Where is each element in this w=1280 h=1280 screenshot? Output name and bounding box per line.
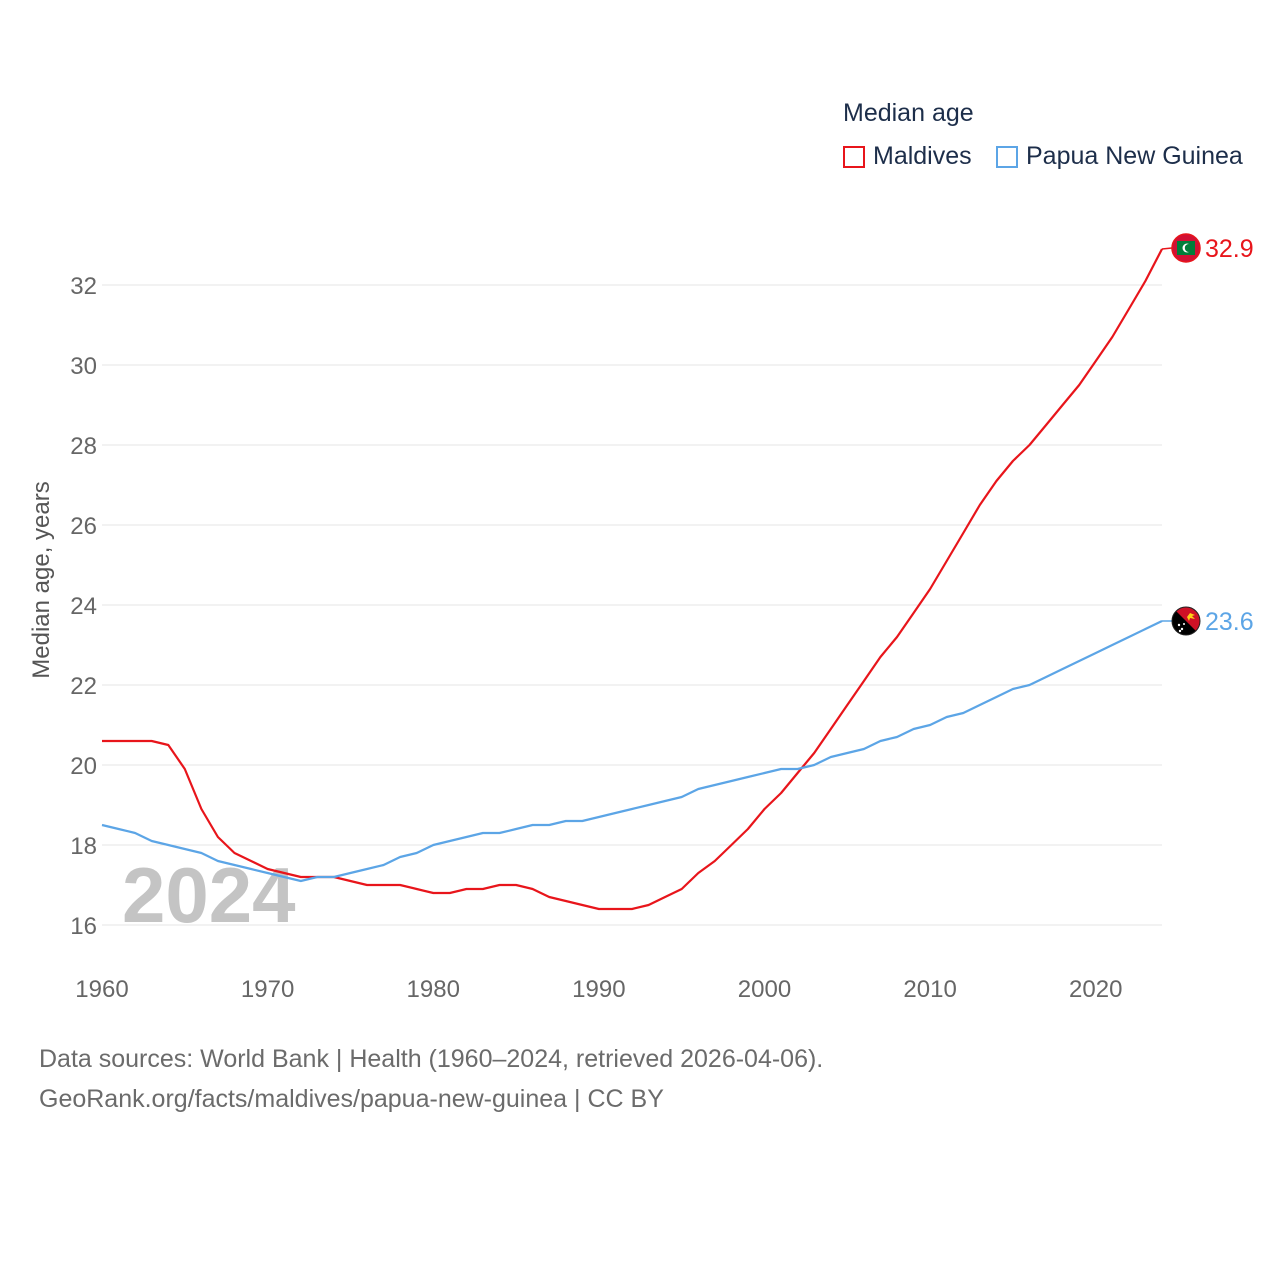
y-tick-label: 24 <box>70 593 97 620</box>
year-watermark: 2024 <box>122 851 296 939</box>
x-tick-label: 2020 <box>1069 976 1122 1003</box>
maldives-flag-icon <box>1171 233 1201 263</box>
series-line-maldives <box>102 248 1163 911</box>
y-tick-label: 22 <box>70 673 97 700</box>
legend-item-papua-new-guinea[interactable]: Papua New Guinea <box>996 142 1243 171</box>
x-tick-label: 1990 <box>572 976 625 1003</box>
y-tick-label: 20 <box>70 753 97 780</box>
legend-label-papua-new-guinea: Papua New Guinea <box>1026 142 1243 170</box>
y-tick-label: 16 <box>70 913 97 940</box>
legend-label-maldives: Maldives <box>873 142 972 170</box>
legend-swatch-maldives <box>843 145 865 168</box>
papua-new-guinea-flag-icon <box>1171 606 1201 636</box>
x-tick-label: 1980 <box>407 976 460 1003</box>
source-line-1: Data sources: World Bank | Health (1960–… <box>39 1045 824 1073</box>
end-value-label-papua-new-guinea: 23.6 <box>1205 608 1254 636</box>
y-tick-label: 28 <box>70 433 97 460</box>
end-value-label-maldives: 32.9 <box>1205 235 1254 263</box>
series-line-papua-new-guinea <box>101 620 1163 883</box>
x-tick-label: 2010 <box>903 976 956 1003</box>
y-tick-label: 26 <box>70 513 97 540</box>
x-tick-label: 2000 <box>738 976 791 1003</box>
source-line-2[interactable]: GeoRank.org/facts/maldives/papua-new-gui… <box>39 1085 664 1113</box>
y-tick-label: 32 <box>70 273 97 300</box>
legend-swatch-papua-new-guinea <box>996 145 1018 168</box>
x-tick-label: 1970 <box>241 976 294 1003</box>
end-connector-maldives <box>1161 247 1173 250</box>
y-tick-label: 18 <box>70 833 97 860</box>
legend-title: Median age <box>843 99 974 127</box>
legend-item-maldives[interactable]: Maldives <box>843 142 972 171</box>
x-tick-label: 1960 <box>75 976 128 1003</box>
y-tick-label: 30 <box>70 353 97 380</box>
